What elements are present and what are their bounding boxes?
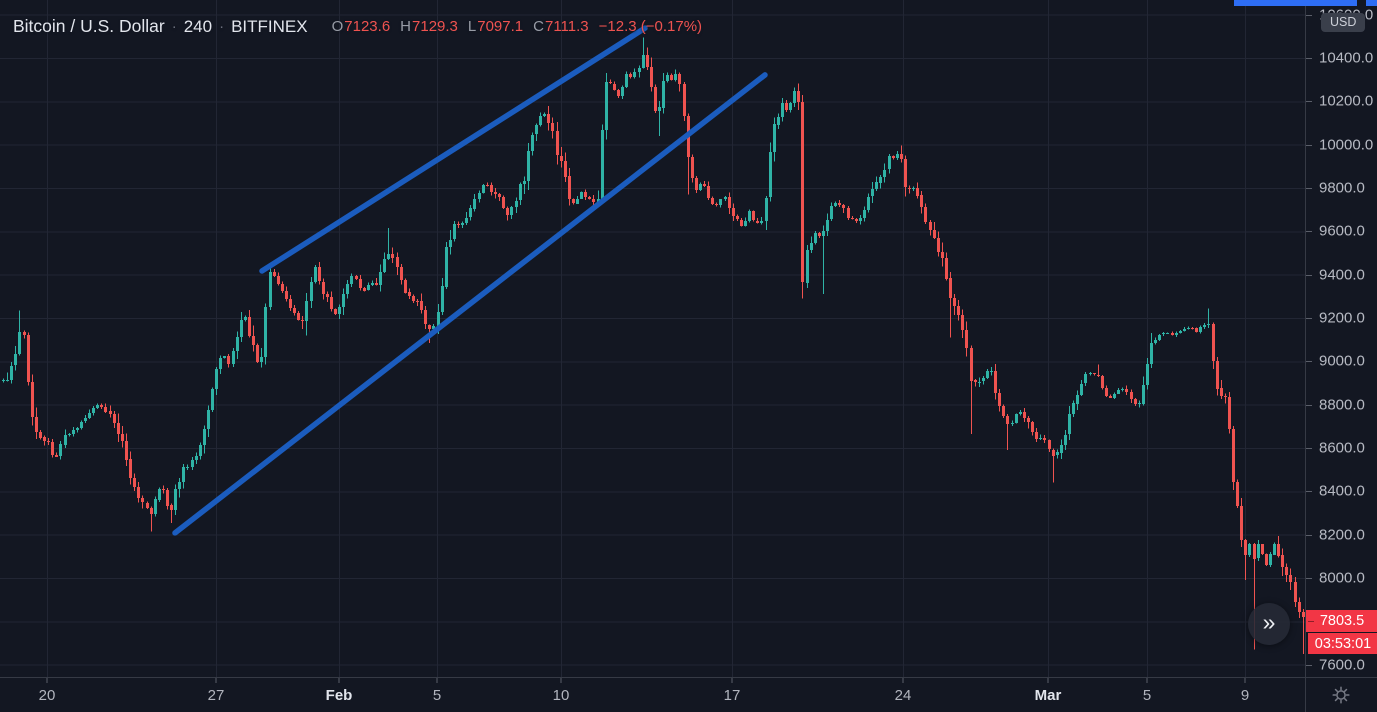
time-axis-label: 17 xyxy=(723,687,741,704)
low-label: L xyxy=(467,18,477,35)
time-axis-tick xyxy=(902,678,904,683)
high-value: 7129.3 xyxy=(412,18,458,35)
price-axis-tick xyxy=(1306,14,1312,16)
interval-label[interactable]: 240 xyxy=(183,16,213,36)
scroll-to-realtime-button[interactable]: » xyxy=(1248,603,1290,645)
time-axis-label: 10 xyxy=(552,687,570,704)
price-axis-tick xyxy=(1306,448,1312,449)
price-axis-label: 8800.0 xyxy=(1319,396,1365,414)
axis-settings-gear-icon[interactable] xyxy=(1330,684,1352,711)
legend-separator-icon: · xyxy=(219,18,225,35)
open-value: 7123.6 xyxy=(344,18,391,35)
trendlines-layer xyxy=(172,25,768,536)
price-axis-label: 8600.0 xyxy=(1319,439,1365,457)
time-axis-label: 27 xyxy=(207,687,225,704)
currency-badge[interactable]: USD xyxy=(1321,13,1366,32)
price-axis-tick xyxy=(1306,101,1312,103)
price-axis-label: 8000.0 xyxy=(1319,569,1365,587)
time-axis-tick xyxy=(215,678,217,683)
ohlc-values: O7123.6 H7129.3 L7097.1 C7111.3 −12.3 (−… xyxy=(332,18,702,35)
time-axis-tick xyxy=(436,678,438,683)
time-axis-tick xyxy=(338,678,340,683)
high-label: H xyxy=(400,18,412,35)
price-axis-label: 8400.0 xyxy=(1319,482,1365,500)
price-axis-tick xyxy=(1306,491,1312,493)
change-value: −12.3 (−0.17%) xyxy=(598,18,703,35)
price-tick-icon xyxy=(1308,621,1314,622)
candles-layer xyxy=(2,37,1305,654)
price-axis-tick xyxy=(1306,664,1312,666)
low-value: 7097.1 xyxy=(477,18,524,35)
time-axis-tick xyxy=(1047,678,1049,683)
price-axis-label: 9600.0 xyxy=(1319,222,1365,240)
time-axis-tick xyxy=(560,678,562,683)
time-axis-tick xyxy=(1146,678,1148,683)
legend-separator-icon: · xyxy=(171,18,177,35)
time-axis-tick xyxy=(1244,678,1246,683)
price-axis-label: 9400.0 xyxy=(1319,266,1365,284)
price-axis-tick xyxy=(1306,58,1312,59)
last-price-tag: 7803.5 xyxy=(1306,610,1377,632)
price-axis-label: 10000.0 xyxy=(1319,136,1374,154)
price-axis-label: 9000.0 xyxy=(1319,352,1365,370)
price-axis-tick xyxy=(1306,318,1312,319)
close-value: 7111.3 xyxy=(544,18,589,35)
browser-chrome-fragment xyxy=(1366,0,1377,6)
symbol-title[interactable]: Bitcoin / U.S. Dollar xyxy=(13,16,165,36)
price-axis-tick xyxy=(1306,231,1312,233)
trendline[interactable] xyxy=(259,25,648,274)
chart-canvas[interactable] xyxy=(0,0,1305,677)
price-axis-label: 10200.0 xyxy=(1319,92,1374,110)
time-axis-label: 5 xyxy=(1142,687,1152,704)
price-axis-tick xyxy=(1306,188,1312,189)
bar-countdown-tag: 03:53:01 xyxy=(1308,633,1377,654)
time-axis-label: 24 xyxy=(894,687,912,704)
trendline[interactable] xyxy=(172,72,768,536)
price-axis[interactable]: 7600.0 8000.0 8200.0 8400.0 8600.0 8800.0 9000… xyxy=(1305,0,1377,677)
browser-chrome-fragment xyxy=(1234,0,1357,6)
price-axis-tick xyxy=(1306,404,1312,406)
time-axis-label: 20 xyxy=(38,687,56,704)
price-axis-label: 9200.0 xyxy=(1319,309,1365,327)
time-axis-label: Mar xyxy=(1034,687,1062,704)
price-axis-tick xyxy=(1306,534,1312,536)
time-axis-tick xyxy=(731,678,733,683)
time-axis-label: 5 xyxy=(432,687,442,704)
time-axis-label: Feb xyxy=(325,687,353,704)
open-label: O xyxy=(331,18,344,35)
price-axis-tick xyxy=(1306,274,1312,276)
price-axis-tick xyxy=(1306,144,1312,146)
price-axis-label: 7600.0 xyxy=(1319,656,1365,674)
double-chevron-right-icon: » xyxy=(1262,609,1276,635)
price-axis-tick xyxy=(1306,361,1312,363)
close-label: C xyxy=(533,18,544,35)
price-axis-label: 9800.0 xyxy=(1319,179,1365,197)
time-axis[interactable]: 20 27 Feb 5 10 17 24 Mar 5 9 xyxy=(0,677,1377,712)
symbol-legend: Bitcoin / U.S. Dollar · 240 · BITFINEX O… xyxy=(13,16,702,37)
time-axis-label: 9 xyxy=(1240,687,1250,704)
exchange-label[interactable]: BITFINEX xyxy=(231,16,308,36)
axis-corner-divider xyxy=(1305,678,1306,712)
time-axis-tick xyxy=(46,678,48,683)
grid-layer xyxy=(0,0,1305,677)
price-axis-label: 8200.0 xyxy=(1319,526,1365,544)
price-axis-tick xyxy=(1306,578,1312,579)
price-axis-label: 10400.0 xyxy=(1319,49,1374,67)
